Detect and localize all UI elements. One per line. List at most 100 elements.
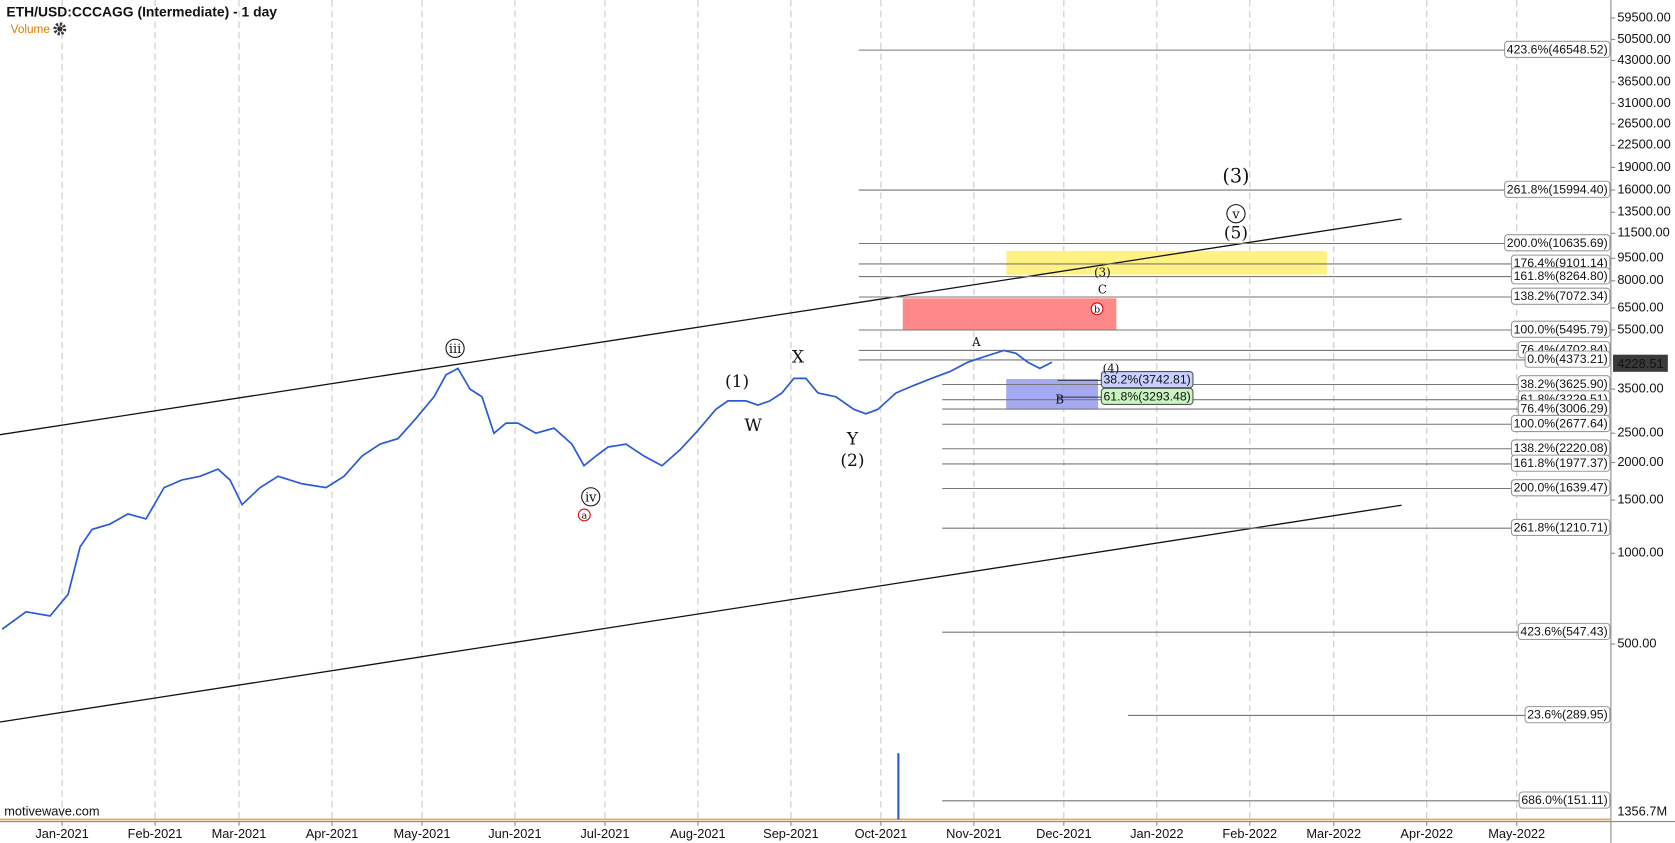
wave-label: (5) <box>1224 224 1248 244</box>
y-tick-label: 1000.00 <box>1617 545 1663 560</box>
gear[interactable] <box>53 22 67 36</box>
x-tick-label: Jun-2021 <box>488 826 541 841</box>
label-box <box>1517 622 1611 641</box>
wave-label: (1) <box>725 372 749 392</box>
chart-title: ETH/USD:CCCAGG (Intermediate) - 1 day <box>6 4 277 20</box>
fib-label: 138.2%(2220.08) <box>1514 441 1608 455</box>
label-box <box>1510 267 1611 285</box>
wave-label: (3) <box>1094 266 1111 280</box>
wave-label: iv <box>585 490 597 505</box>
y-tick-label: 59500.00 <box>1617 9 1670 24</box>
x-tick-label: Nov-2021 <box>946 826 1002 841</box>
fib-label: 38.2%(3625.90) <box>1520 377 1607 391</box>
wave-label: (4) <box>1103 362 1120 376</box>
wave-label: iii <box>449 342 461 357</box>
x-tick-label: Jan-2022 <box>1130 826 1183 841</box>
label-box <box>1510 287 1611 305</box>
fib-label: 38.2%(3742.81) <box>1103 373 1190 387</box>
fib-label: 138.2%(7072.34) <box>1514 289 1608 303</box>
y-tick-label: 19000.00 <box>1617 159 1670 174</box>
y-tick-label: 50500.00 <box>1617 31 1670 46</box>
label-box <box>1510 454 1611 472</box>
y-tick-label: 500.00 <box>1617 635 1656 650</box>
wave-label: a <box>581 511 587 522</box>
y-tick-label: 43000.00 <box>1617 52 1670 67</box>
wave-label: b <box>1094 304 1100 315</box>
label-box <box>1518 791 1611 809</box>
plot: 423.6%(46548.52) 261.8%(15994.40) 200.0%(1… <box>0 40 1611 809</box>
x-tick-label: Mar-2022 <box>1306 826 1361 841</box>
fib-label: 261.8%(15994.40) <box>1507 182 1608 196</box>
price-zone <box>1006 250 1327 275</box>
fib-label: 0.0%(4373.21) <box>1527 352 1607 366</box>
label-box <box>1100 387 1194 405</box>
label-box <box>1510 518 1611 537</box>
x-tick-label: Dec-2021 <box>1036 826 1092 841</box>
fib-label: 23.6%(289.95) <box>1527 708 1607 722</box>
wave-label: (2) <box>840 451 864 471</box>
wave-circle <box>1090 302 1104 316</box>
label-box <box>1100 370 1194 389</box>
label-box <box>1524 706 1611 724</box>
wave-label: Y <box>846 430 859 450</box>
x-tick-label: Feb-2021 <box>128 826 183 841</box>
x-tick-label: Feb-2022 <box>1222 826 1277 841</box>
y-tick-label: 16000.00 <box>1617 181 1670 196</box>
label-box <box>1510 320 1611 338</box>
x-tick-label: Aug-2021 <box>670 826 726 841</box>
y-tick-label: 22500.00 <box>1617 137 1670 152</box>
last-price-label: 4228.51 <box>1617 356 1663 371</box>
label-box <box>1524 350 1611 368</box>
y-tick-label: 8000.00 <box>1617 272 1663 287</box>
grid <box>61 0 1518 822</box>
watermark: motivewave.com <box>4 803 99 818</box>
y-tick-label: 3500.00 <box>1617 381 1663 396</box>
x-tick-label: May-2021 <box>394 826 451 841</box>
x-tick-label: Apr-2021 <box>306 826 359 841</box>
x-tick-label: Apr-2022 <box>1400 826 1453 841</box>
y-tick-label: 6500.00 <box>1617 299 1663 314</box>
price-line <box>1 349 1053 630</box>
gear-center[interactable] <box>57 26 63 32</box>
fib-label: 100.0%(2677.64) <box>1514 416 1608 430</box>
label-box <box>1510 479 1611 497</box>
x-tick-label: May-2022 <box>1488 826 1545 841</box>
fib-label: 161.8%(1977.37) <box>1514 456 1608 470</box>
wave-label: B <box>1055 393 1064 407</box>
settings-icon[interactable] <box>53 22 67 36</box>
fib-label: 76.4%(3006.29) <box>1520 401 1607 415</box>
x-tick-label: Jul-2021 <box>580 826 629 841</box>
y-tick-label: 5500.00 <box>1617 321 1663 336</box>
fib-label: 61.8%(3293.48) <box>1103 389 1190 403</box>
y-tick-label: 2500.00 <box>1617 425 1663 440</box>
x-tick-label: Jan-2021 <box>35 826 88 841</box>
wave-circle <box>445 338 465 358</box>
fib-label: 100.0%(5495.79) <box>1514 322 1608 336</box>
volume-label: 1356.7M <box>1617 803 1667 818</box>
wave-label: v <box>1231 207 1240 222</box>
y-tick-label: 13500.00 <box>1617 204 1670 219</box>
y-tick-label: 31000.00 <box>1617 95 1670 110</box>
label-box <box>1504 234 1611 252</box>
channel-line <box>0 504 1402 723</box>
fib-label: 200.0%(10635.69) <box>1507 236 1608 250</box>
label-box <box>1504 180 1611 198</box>
wave-circle <box>1226 204 1246 224</box>
y-tick-label: 2000.00 <box>1617 454 1663 469</box>
wave-circle <box>577 508 591 522</box>
y-tick-label: 9500.00 <box>1617 250 1663 265</box>
wave-label: A <box>971 335 981 349</box>
wave-label: W <box>744 416 762 436</box>
indicator-label[interactable]: Volume <box>11 23 51 36</box>
fib-label: 200.0%(1639.47) <box>1514 481 1608 495</box>
x-tick-label: Mar-2021 <box>212 826 267 841</box>
channel-line <box>0 218 1402 436</box>
y-tick-label: 26500.00 <box>1617 115 1670 130</box>
label-box <box>1510 414 1611 433</box>
y-tick-label: 36500.00 <box>1617 73 1670 88</box>
wave-label: (3) <box>1222 164 1249 187</box>
volume-spike <box>897 753 900 820</box>
y-tick-label: 11500.00 <box>1617 225 1669 240</box>
